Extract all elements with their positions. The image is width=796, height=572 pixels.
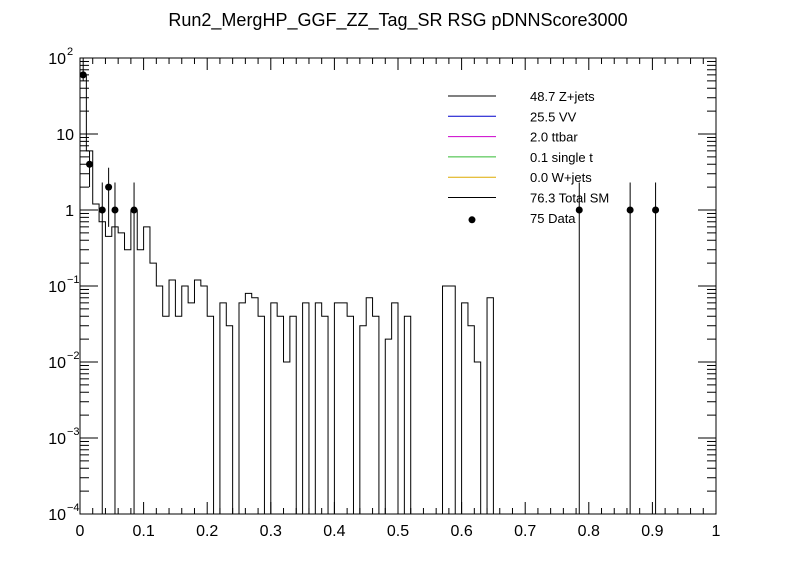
legend-entry-3: 0.1 single t [448,150,593,165]
y-tick-exponent: −4 [67,502,80,514]
legend: 48.7 Z+jets 25.5 VV 2.0 ttbar 0.1 single t 0… [448,89,609,226]
legend-entry-6: 75 Data [468,211,576,226]
x-tick-label: 0.5 [387,523,409,540]
data-point-3 [105,167,113,227]
y-tick-label: 10 [48,51,66,68]
y-tick-exponent: −2 [67,350,80,362]
y-tick-label: 10 [48,507,66,524]
y-tick-exponent: 2 [67,46,73,58]
x-tick-label: 1 [712,523,721,540]
y-tick-label: 10 [48,431,66,448]
data-marker [98,206,106,214]
legend-label: 0.0 W+jets [530,170,592,185]
legend-entry-5: 76.3 Total SM [448,191,609,206]
legend-marker [468,216,476,224]
legend-label: 76.3 Total SM [530,191,609,206]
data-marker [130,206,138,214]
data-point-8 [652,182,660,514]
data-points [79,58,660,514]
x-tick-label: 0.4 [323,523,345,540]
data-marker [86,160,94,168]
legend-label: 75 Data [530,211,576,226]
legend-entry-1: 25.5 VV [448,109,577,124]
x-tick-label: 0.1 [132,523,154,540]
axes: 0 0.1 0.2 0.3 0.4 0.5 0.6 0.7 0.8 0.9 110 −410 −310−… [48,46,720,540]
data-point-2 [98,182,106,514]
data-marker [652,206,660,214]
y-tick-label: 10 [48,279,66,296]
legend-entry-4: 0.0 W+jets [448,170,592,185]
legend-label: 48.7 Z+jets [530,89,595,104]
x-tick-label: 0.2 [196,523,218,540]
x-tick-label: 0.6 [450,523,472,540]
x-tick-label: 0.7 [514,523,536,540]
y-tick-exponent: −3 [67,426,80,438]
data-point-7 [626,182,634,514]
chart-title: Run2_MergHP_GGF_ZZ_Tag_SR RSG pDNNScore3… [168,10,627,31]
y-tick-label: 1 [65,203,74,220]
x-tick-label: 0.9 [641,523,663,540]
data-point-6 [575,182,583,514]
x-tick-label: 0 [76,523,85,540]
y-tick-label: 10 [56,127,74,144]
legend-label: 2.0 ttbar [530,130,578,145]
legend-label: 0.1 single t [530,150,593,165]
data-point-1 [86,150,94,188]
data-point-5 [130,182,138,514]
legend-entry-2: 2.0 ttbar [448,130,578,145]
x-tick-label: 0.8 [578,523,600,540]
legend-label: 25.5 VV [530,109,577,124]
data-marker [575,206,583,214]
x-tick-label: 0.3 [260,523,282,540]
data-marker [626,206,634,214]
legend-entry-0: 48.7 Z+jets [448,89,595,104]
y-tick-exponent: −1 [67,274,80,286]
y-tick-label: 10 [48,355,66,372]
data-point-4 [111,182,119,514]
data-marker [111,206,119,214]
data-marker [105,183,113,191]
